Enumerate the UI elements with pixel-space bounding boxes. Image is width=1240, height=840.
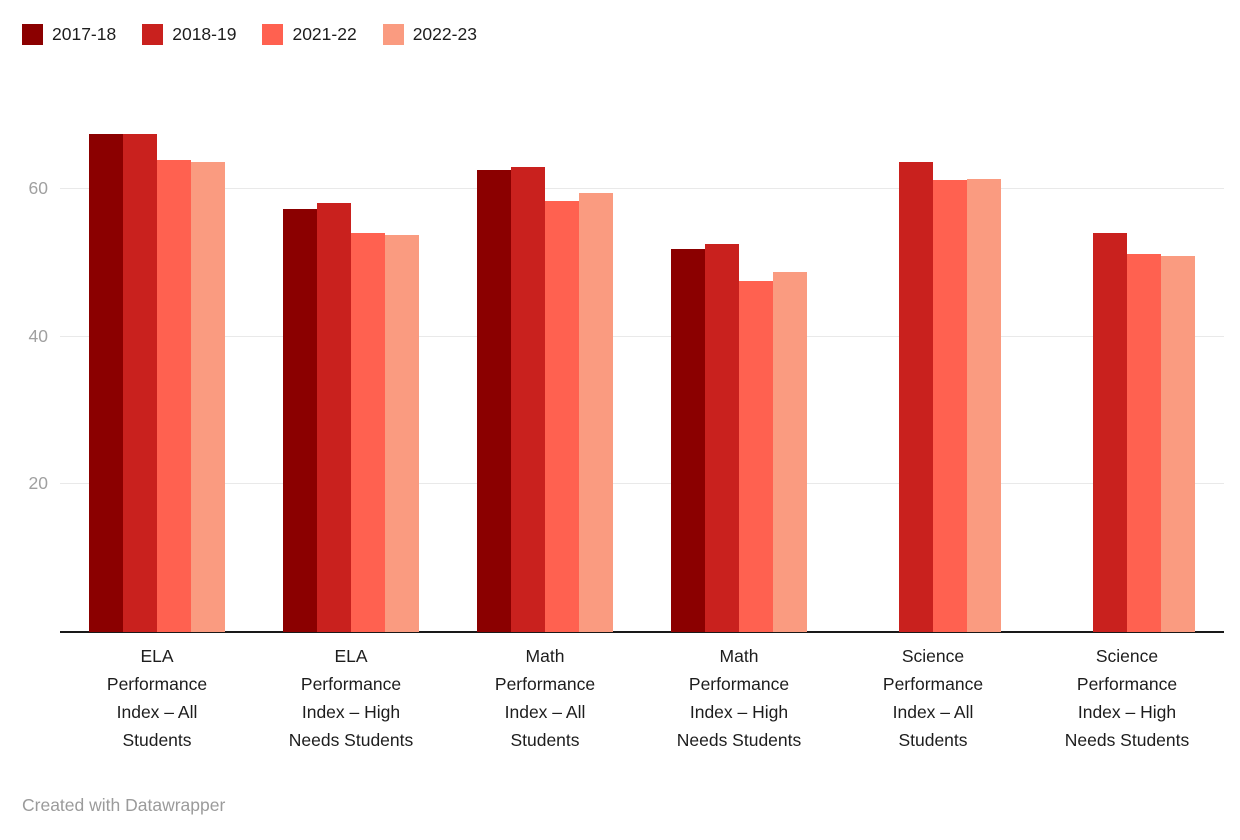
gridline-20	[60, 483, 1224, 485]
x-axis-label-cell: ELA Performance Index – High Needs Stude…	[254, 642, 448, 754]
bar-2021-22-category-3[interactable]	[545, 200, 579, 632]
x-axis-label: Math Performance Index – All Students	[494, 646, 596, 750]
x-axis-label: ELA Performance Index – High Needs Stude…	[288, 646, 414, 750]
bar-2021-22-category-1[interactable]	[157, 159, 191, 632]
y-tick-label-60: 60	[28, 178, 48, 199]
plot-area: 20 40 60	[29, 130, 1224, 633]
legend-item: 2018-19	[142, 24, 236, 45]
bar-2022-23-category-6[interactable]	[1161, 255, 1195, 632]
legend-label: 2017-18	[52, 24, 117, 44]
attribution-text: Created with Datawrapper	[22, 795, 226, 815]
bar-2022-23-category-3[interactable]	[579, 192, 613, 632]
bar-2021-22-category-5[interactable]	[933, 180, 967, 632]
x-axis-label-cell: Science Performance Index – All Students	[836, 642, 1030, 754]
legend-label: 2018-19	[172, 24, 237, 44]
bar-2018-19-category-6[interactable]	[1093, 233, 1127, 632]
bar-2022-23-category-2[interactable]	[385, 234, 419, 632]
legend-item: 2017-18	[22, 24, 116, 45]
bar-2018-19-category-5[interactable]	[899, 161, 933, 632]
x-axis-line	[60, 631, 1224, 633]
x-axis-label-cell: ELA Performance Index – All Students	[60, 642, 254, 754]
x-axis-labels: ELA Performance Index – All Students ELA …	[60, 642, 1224, 754]
bar-2021-22-category-4[interactable]	[739, 281, 773, 632]
bar-2018-19-category-3[interactable]	[511, 166, 545, 632]
gridline-40	[60, 335, 1224, 337]
legend-swatch	[142, 24, 164, 45]
x-axis-label-cell: Science Performance Index – High Needs S…	[1030, 642, 1224, 754]
y-tick-label-20: 20	[28, 473, 48, 494]
legend-label: 2021-22	[292, 24, 357, 44]
legend-swatch	[22, 24, 43, 45]
y-tick-label-40: 40	[28, 325, 48, 346]
bar-2017-18-category-1[interactable]	[89, 133, 123, 632]
legend-swatch	[262, 24, 284, 45]
x-axis-label: Science Performance Index – High Needs S…	[1064, 646, 1190, 750]
bar-2021-22-category-6[interactable]	[1127, 254, 1161, 632]
bar-2022-23-category-5[interactable]	[967, 178, 1001, 632]
bar-2017-18-category-3[interactable]	[477, 169, 511, 632]
bar-2021-22-category-2[interactable]	[351, 233, 385, 632]
gridline-60	[60, 188, 1224, 190]
legend-item: 2022-23	[382, 24, 477, 45]
legend-swatch	[382, 24, 404, 45]
bar-2018-19-category-1[interactable]	[123, 133, 157, 632]
x-axis-label: ELA Performance Index – All Students	[106, 646, 208, 750]
x-axis-label-cell: Math Performance Index – All Students	[448, 642, 642, 754]
x-axis-label-cell: Math Performance Index – High Needs Stud…	[642, 642, 836, 754]
x-axis-label: Math Performance Index – High Needs Stud…	[676, 646, 802, 750]
legend-item: 2021-22	[262, 24, 357, 45]
legend-label: 2022-23	[412, 24, 477, 44]
bar-2022-23-category-4[interactable]	[773, 271, 807, 632]
bar-2017-18-category-4[interactable]	[671, 248, 705, 632]
bar-2017-18-category-2[interactable]	[283, 209, 317, 632]
bar-2022-23-category-1[interactable]	[191, 161, 225, 632]
x-axis-label: Science Performance Index – All Students	[882, 646, 984, 750]
bar-2018-19-category-2[interactable]	[317, 203, 351, 632]
attribution: Created with Datawrapper	[22, 795, 225, 816]
legend: 2017-18 2018-19 2021-22 2022-23	[22, 24, 477, 45]
bar-2018-19-category-4[interactable]	[705, 243, 739, 632]
